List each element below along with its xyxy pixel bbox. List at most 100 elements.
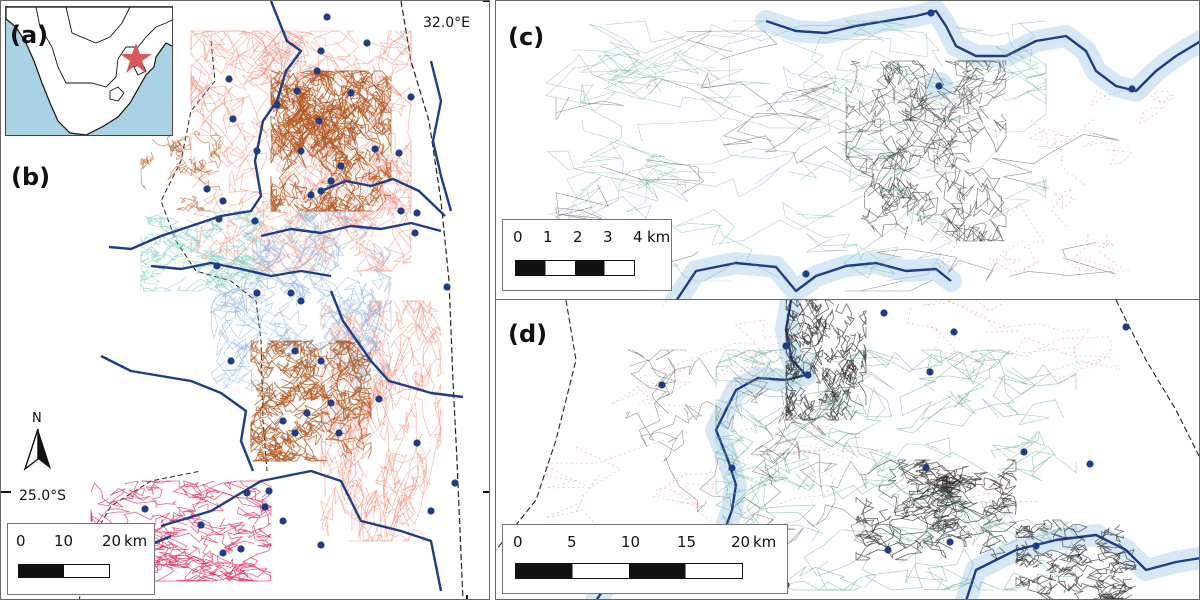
study-area-star-icon <box>120 43 152 73</box>
animal-track <box>950 180 975 220</box>
waterpoint-dot <box>804 371 812 379</box>
animal-track <box>262 223 324 287</box>
waterpoint-dot <box>291 347 299 355</box>
scale-b-tick-2: 20 <box>102 532 122 550</box>
waterpoint-dot <box>413 439 421 447</box>
animal-track <box>279 360 329 401</box>
animal-track <box>650 357 717 387</box>
animal-track <box>905 90 948 162</box>
waterpoint-dot <box>273 101 281 109</box>
animal-track <box>345 70 375 113</box>
animal-track <box>203 237 246 260</box>
animal-track <box>345 288 392 333</box>
animal-track <box>631 138 797 179</box>
animal-track <box>817 373 892 418</box>
animal-track <box>843 220 904 279</box>
animal-track <box>300 158 356 212</box>
animal-track <box>190 75 226 114</box>
waterpoint-dot <box>802 270 810 278</box>
animal-track <box>163 228 199 258</box>
animal-track <box>1056 564 1098 594</box>
animal-track <box>385 332 425 395</box>
scale-c-tick-2: 2 <box>573 228 583 246</box>
animal-track <box>224 295 260 377</box>
animal-track <box>1094 529 1125 562</box>
animal-track <box>869 104 999 174</box>
animal-track <box>234 252 256 274</box>
animal-track <box>845 343 867 375</box>
waterpoint-dot <box>237 545 245 553</box>
animal-track <box>191 273 232 292</box>
animal-track <box>773 390 860 456</box>
animal-track <box>279 203 337 272</box>
waterpoint-dot <box>395 149 403 157</box>
animal-track <box>989 479 1017 514</box>
river-line <box>160 469 443 592</box>
animal-track <box>860 207 909 239</box>
animal-track <box>877 61 1047 162</box>
animal-track <box>192 159 221 191</box>
animal-track <box>793 141 879 171</box>
animal-track <box>801 330 830 348</box>
waterpoint-dot <box>297 147 305 155</box>
animal-track <box>304 412 341 446</box>
animal-track <box>962 336 1110 386</box>
animal-track <box>186 510 227 536</box>
scale-d-tick-0: 0 <box>513 533 523 551</box>
animal-track <box>184 565 229 582</box>
animal-track <box>797 313 818 346</box>
animal-track <box>940 207 986 243</box>
animal-track <box>277 113 304 153</box>
animal-track <box>955 27 1047 105</box>
animal-track <box>300 70 334 99</box>
waterpoint-dot <box>317 47 325 55</box>
animal-track <box>235 117 321 224</box>
animal-track <box>310 70 341 111</box>
animal-track <box>714 356 785 388</box>
animal-track <box>952 349 1051 395</box>
animal-track <box>347 487 377 542</box>
waterpoint-dot <box>375 395 383 403</box>
animal-track <box>782 201 858 253</box>
animal-track <box>901 488 963 516</box>
scale-d-tick-2: 10 <box>621 533 641 551</box>
animal-track <box>140 156 150 170</box>
animal-track <box>148 234 194 253</box>
animal-track <box>755 397 841 450</box>
waterpoint-dot <box>323 13 331 21</box>
animal-track <box>1008 242 1115 277</box>
animal-track <box>333 370 387 452</box>
waterpoint-dot <box>219 197 227 205</box>
animal-track <box>345 102 391 182</box>
map-panel-c[interactable]: (c) 0 1 2 3 4 km <box>495 0 1200 300</box>
animal-track <box>766 81 916 115</box>
scale-bar-d: 0 5 10 15 20 km <box>502 524 788 594</box>
animal-track <box>942 122 971 170</box>
animal-track <box>868 450 960 511</box>
animal-track <box>545 432 688 489</box>
animal-track <box>906 547 974 591</box>
scale-c-bar <box>515 260 635 276</box>
animal-track <box>894 531 947 561</box>
animal-track <box>218 258 263 285</box>
waterpoint-dot <box>880 309 888 317</box>
map-panel-d[interactable]: (d) 0 5 10 15 20 km <box>495 299 1200 600</box>
map-panel-b[interactable]: 32.0°E 25.0°S (b) N 0 10 20 km (a) <box>0 0 490 600</box>
waterpoint-dot <box>279 417 287 425</box>
animal-track <box>867 176 898 226</box>
longitude-label: 32.0°E <box>423 15 471 31</box>
scale-c-tick-4: 4 <box>633 228 643 246</box>
animal-track <box>658 429 707 513</box>
animal-track <box>700 73 778 142</box>
scale-d-tick-3: 15 <box>677 533 697 551</box>
animal-track <box>715 405 754 516</box>
animal-track <box>338 392 372 426</box>
animal-track <box>411 339 442 391</box>
animal-track <box>270 175 287 213</box>
animal-track <box>200 534 272 574</box>
animal-track <box>188 159 211 176</box>
animal-track <box>389 469 431 542</box>
animal-track <box>884 465 1038 509</box>
waterpoint-dot <box>327 177 335 185</box>
animal-track <box>335 340 373 385</box>
